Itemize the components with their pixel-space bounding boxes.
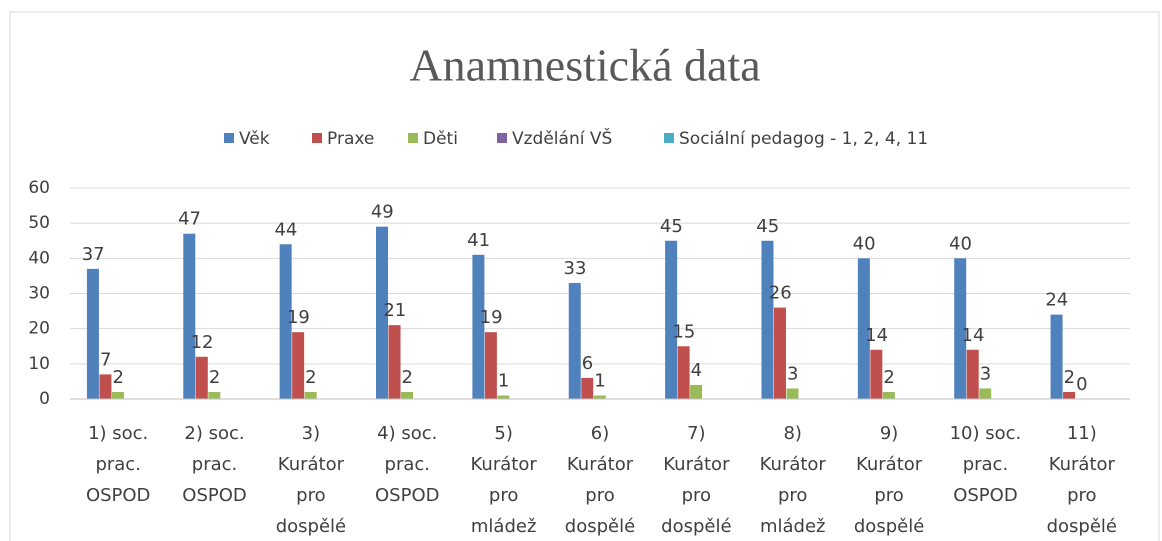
- bar: [773, 307, 786, 399]
- data-label: 14: [962, 325, 985, 346]
- data-label: 3: [787, 363, 798, 384]
- bar: [292, 332, 305, 399]
- y-tick-label: 10: [28, 354, 50, 374]
- x-tick-label: 5) Kurátor pro mládež: [471, 423, 538, 537]
- data-label: 24: [1045, 290, 1068, 311]
- data-label: 40: [949, 233, 972, 254]
- legend-label: Sociální pedagog - 1, 2, 4, 11: [679, 129, 928, 149]
- data-label: 1: [594, 370, 605, 391]
- x-tick-label: 1) soc. prac. OSPOD: [86, 423, 150, 506]
- data-label: 2: [402, 367, 413, 388]
- bar: [376, 226, 389, 399]
- data-label: 40: [853, 233, 876, 254]
- bar: [1050, 314, 1063, 399]
- data-label: 7: [100, 349, 111, 370]
- y-tick-label: 50: [28, 213, 50, 233]
- legend-label: Děti: [423, 129, 458, 149]
- data-label: 1: [498, 370, 509, 391]
- legend-swatch: [408, 133, 418, 143]
- bar: [870, 349, 883, 399]
- x-tick-label: 3) Kurátor pro dospělé: [276, 423, 346, 537]
- y-tick-label: 40: [28, 248, 50, 268]
- data-label: 37: [82, 244, 105, 265]
- legend-label: Vzdělání VŠ: [512, 127, 612, 149]
- bar: [99, 374, 112, 399]
- x-tick-label: 2) soc. prac. OSPOD: [182, 423, 246, 506]
- x-tick-label: 10) soc. prac. OSPOD: [950, 423, 1022, 506]
- y-tick-label: 60: [28, 178, 50, 198]
- bar: [786, 388, 799, 399]
- y-tick-label: 0: [39, 389, 50, 409]
- chart-frame: [9, 11, 1160, 541]
- bar: [568, 282, 581, 399]
- data-label: 3: [980, 363, 991, 384]
- data-label: 2: [209, 367, 220, 388]
- bar: [208, 391, 221, 399]
- data-label: 41: [467, 230, 490, 251]
- legend-swatch: [224, 133, 234, 143]
- data-label: 21: [383, 300, 406, 321]
- data-label: 47: [178, 209, 201, 230]
- legend-swatch: [497, 133, 507, 143]
- bar: [183, 233, 196, 399]
- data-label: 14: [865, 325, 888, 346]
- legend-label: Věk: [239, 129, 270, 149]
- data-label: 2: [1064, 367, 1075, 388]
- data-label: 4: [691, 360, 702, 381]
- data-label: 26: [769, 283, 792, 304]
- bar: [882, 391, 895, 399]
- bar: [966, 349, 979, 399]
- data-label: 0: [1076, 374, 1087, 395]
- legend-swatch: [312, 133, 322, 143]
- bar: [497, 395, 510, 399]
- x-tick-label: 7) Kurátor pro dospělé: [661, 423, 731, 537]
- bar: [593, 395, 606, 399]
- data-label: 19: [287, 307, 310, 328]
- bar: [857, 258, 870, 399]
- bar: [1063, 391, 1076, 399]
- data-label: 19: [480, 307, 503, 328]
- x-tick-label: 6) Kurátor pro dospělé: [565, 423, 635, 537]
- y-tick-label: 20: [28, 319, 50, 339]
- bar: [690, 384, 703, 399]
- bar: [279, 244, 292, 399]
- bar: [761, 240, 774, 399]
- bar: [304, 391, 317, 399]
- data-label: 15: [672, 321, 695, 342]
- bar: [665, 240, 678, 399]
- bar: [86, 268, 99, 399]
- data-label: 12: [191, 332, 214, 353]
- bar: [484, 332, 497, 399]
- bar: [401, 391, 414, 399]
- y-tick-label: 30: [28, 284, 50, 304]
- bar: [111, 391, 124, 399]
- bar: [581, 377, 594, 399]
- data-label: 6: [582, 353, 593, 374]
- bar: [388, 325, 401, 399]
- data-label: 2: [305, 367, 316, 388]
- data-label: 45: [756, 216, 779, 237]
- x-tick-label: 9) Kurátor pro dospělé: [854, 423, 924, 537]
- bar: [195, 356, 208, 399]
- data-label: 2: [883, 367, 894, 388]
- legend-label: Praxe: [327, 129, 374, 149]
- data-label: 33: [564, 258, 587, 279]
- bar: [954, 258, 967, 399]
- x-tick-label: 8) Kurátor pro mládež: [760, 423, 827, 537]
- chart-title: Anamnestická data: [409, 40, 760, 91]
- bar: [677, 346, 690, 399]
- data-label: 45: [660, 216, 683, 237]
- x-tick-label: 11) Kurátor pro dospělé: [1047, 423, 1117, 537]
- x-tick-label: 4) soc. prac. OSPOD: [375, 423, 439, 506]
- data-label: 49: [371, 202, 394, 223]
- data-label: 2: [112, 367, 123, 388]
- bar: [472, 254, 485, 399]
- legend-swatch: [664, 133, 674, 143]
- data-label: 44: [274, 219, 297, 240]
- bar: [979, 388, 992, 399]
